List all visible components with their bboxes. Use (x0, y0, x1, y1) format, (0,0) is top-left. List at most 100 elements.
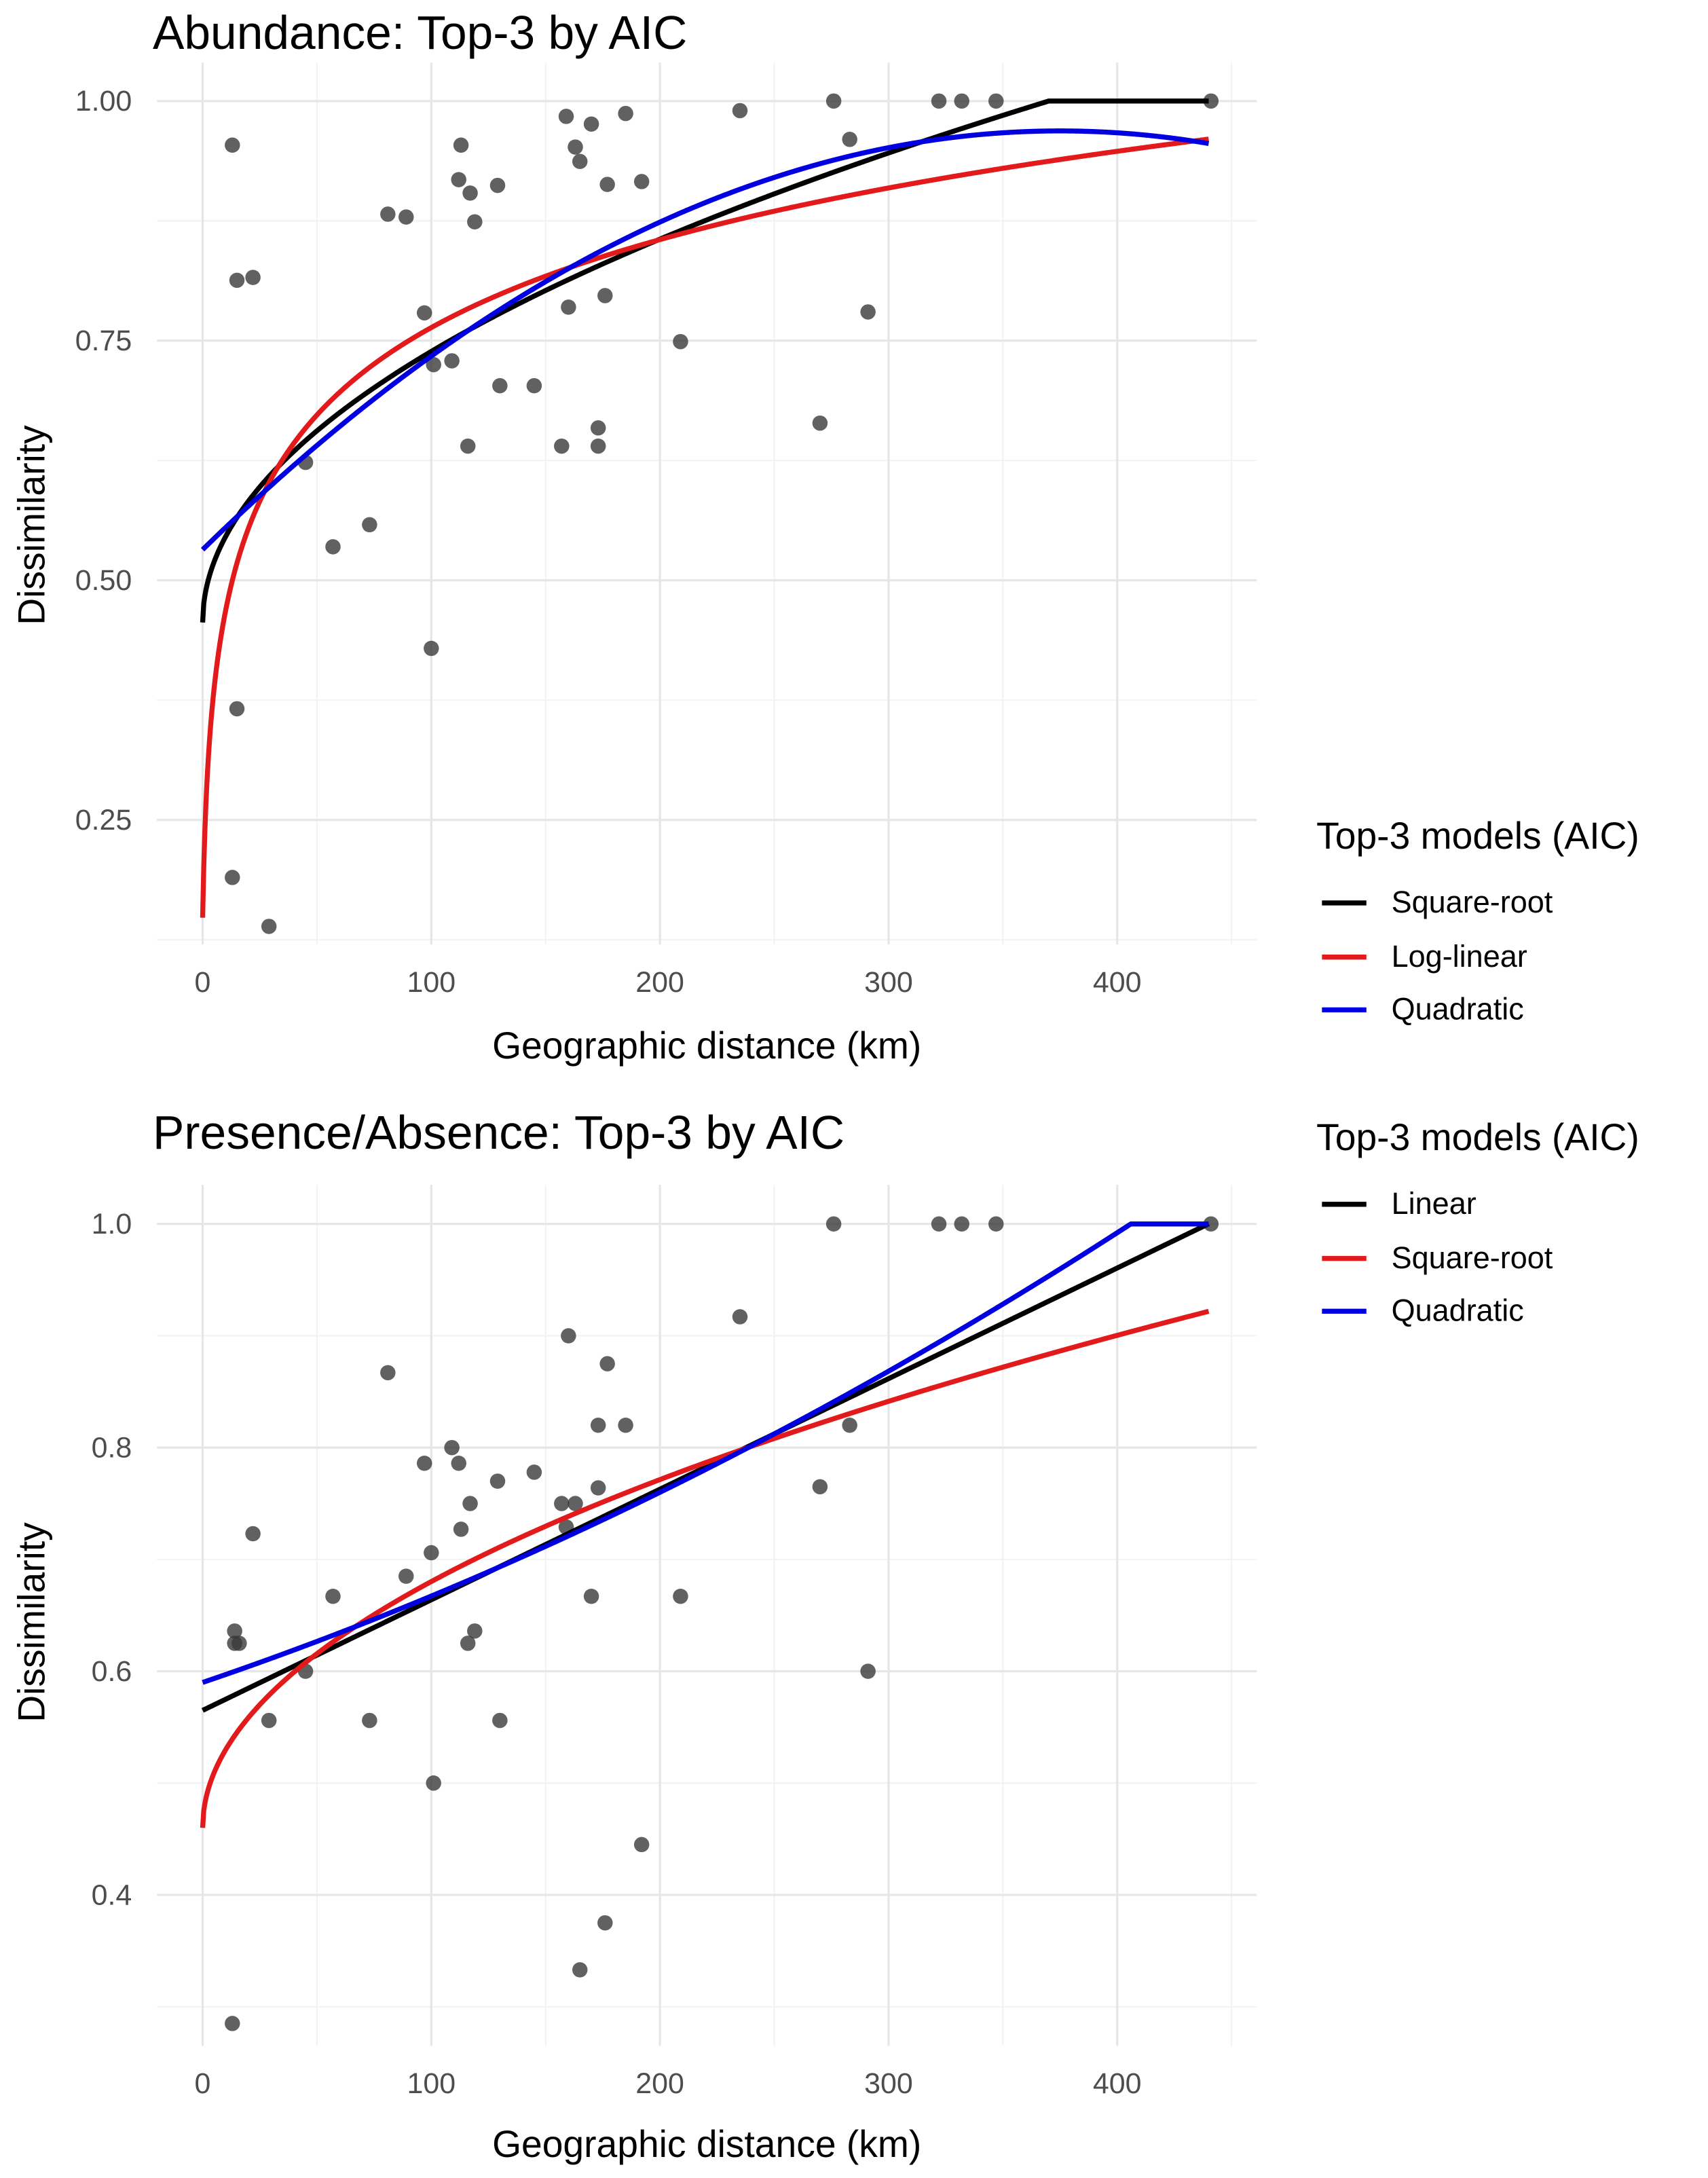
data-point (325, 1589, 341, 1604)
data-point (453, 137, 469, 153)
x-tick-label: 300 (864, 2067, 913, 2100)
data-points (225, 1216, 1219, 2031)
data-point (460, 438, 476, 454)
y-axis-title: Dissimilarity (10, 1522, 52, 1722)
chart-title: Presence/Absence: Top-3 by AIC (153, 1106, 844, 1159)
y-tick-label: 0.4 (92, 1879, 132, 1911)
data-point (467, 214, 483, 229)
data-point (554, 1496, 570, 1511)
data-point (597, 1915, 613, 1931)
data-point (590, 438, 606, 454)
data-point (1203, 93, 1219, 109)
data-point (229, 701, 245, 717)
data-point (231, 1636, 247, 1651)
data-point (444, 353, 460, 369)
data-point (590, 1418, 606, 1433)
data-point (426, 356, 441, 373)
data-point (558, 109, 574, 124)
data-point (225, 870, 240, 885)
data-point (732, 1309, 748, 1325)
data-point (590, 420, 606, 436)
x-tick-label: 100 (407, 966, 456, 999)
data-point (825, 93, 842, 109)
legend: Top-3 models (AIC) Linear Square-root Qu… (1316, 1116, 1639, 1328)
legend-title: Top-3 models (AIC) (1316, 1116, 1639, 1158)
data-point (554, 438, 570, 454)
data-point (860, 304, 876, 320)
x-axis-title: Geographic distance (km) (492, 1025, 921, 1067)
data-point (229, 272, 245, 289)
data-point (954, 93, 969, 109)
data-point (583, 1589, 599, 1604)
data-point (988, 1216, 1004, 1232)
data-point (380, 206, 396, 222)
fit-line-square-root (200, 98, 1209, 623)
data-point (673, 333, 688, 350)
y-tick-label: 0.75 (75, 325, 132, 357)
data-point (599, 1356, 615, 1371)
y-tick-label: 0.50 (75, 564, 132, 597)
data-points (225, 93, 1219, 934)
data-point (467, 1623, 483, 1639)
data-point (618, 1418, 633, 1433)
data-point (599, 177, 615, 192)
data-point (561, 299, 576, 315)
data-point (398, 1568, 414, 1584)
data-point (225, 137, 240, 153)
data-point (633, 174, 650, 189)
data-point (673, 1589, 688, 1604)
x-tick-label: 300 (864, 966, 913, 999)
data-point (597, 288, 613, 303)
y-tick-label: 0.25 (75, 804, 132, 836)
data-point (416, 305, 432, 321)
data-point (489, 1473, 506, 1489)
data-point (453, 1521, 469, 1537)
data-point (1203, 1216, 1219, 1232)
data-point (931, 93, 947, 109)
data-point (460, 1636, 476, 1651)
data-point (842, 132, 857, 147)
data-point (583, 116, 599, 132)
legend-title: Top-3 models (AIC) (1316, 815, 1639, 857)
legend-label: Log-linear (1392, 939, 1527, 974)
data-point (225, 2016, 240, 2031)
legend-label: Quadratic (1392, 992, 1524, 1027)
fit-line-log-linear (200, 136, 1209, 918)
data-point (462, 185, 478, 201)
data-point (451, 1456, 466, 1471)
data-point (572, 1962, 588, 1978)
y-tick-label: 0.8 (92, 1432, 132, 1464)
data-point (492, 1712, 508, 1729)
data-point (424, 640, 439, 657)
fit-lines (200, 1221, 1210, 1828)
x-tick-label: 200 (635, 966, 684, 999)
data-point (812, 1479, 828, 1495)
data-point (842, 1418, 857, 1433)
x-tick-label: 200 (635, 2067, 684, 2100)
data-point (261, 1712, 277, 1729)
x-tick-label: 400 (1093, 966, 1142, 999)
data-point (489, 177, 506, 193)
legend-label: Square-root (1392, 885, 1553, 919)
data-point (492, 377, 508, 394)
data-point (633, 1836, 650, 1853)
data-point (561, 1328, 576, 1344)
data-point (444, 1439, 460, 1456)
gridlines (157, 1185, 1257, 2046)
data-point (451, 172, 466, 187)
y-tick-label: 1.00 (75, 85, 132, 117)
data-point (424, 1545, 439, 1561)
chart-title: Abundance: Top-3 by AIC (153, 6, 687, 59)
data-point (825, 1216, 842, 1232)
data-point (245, 270, 261, 285)
x-tick-label: 400 (1093, 2067, 1142, 2100)
data-point (572, 153, 588, 170)
data-point (860, 1663, 876, 1679)
data-point (954, 1216, 969, 1232)
data-point (462, 1496, 478, 1511)
data-point (380, 1365, 396, 1381)
data-point (732, 103, 748, 119)
data-point (261, 919, 277, 934)
legend-label: Square-root (1392, 1240, 1553, 1275)
